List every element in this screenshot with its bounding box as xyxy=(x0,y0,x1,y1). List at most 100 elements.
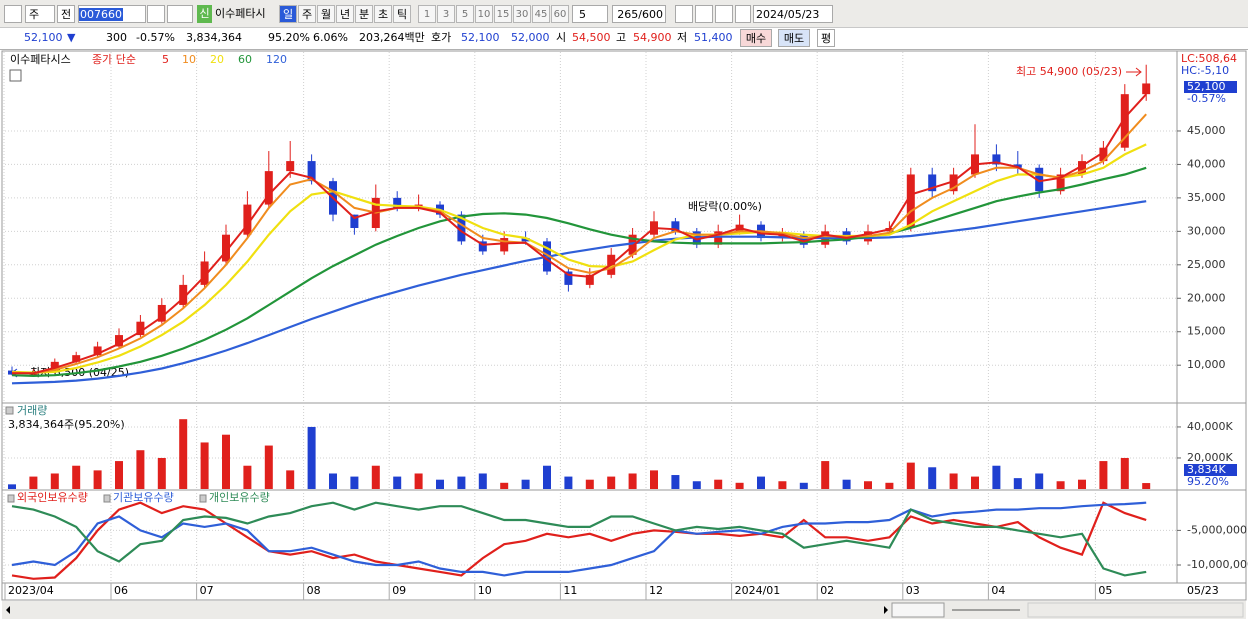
nav-buttons[interactable] xyxy=(891,602,945,618)
period-button[interactable]: 월 xyxy=(317,5,335,23)
candle-body xyxy=(500,238,509,252)
candle-body xyxy=(949,174,958,192)
volume: 3,834,364 xyxy=(186,31,242,44)
candle-body xyxy=(1035,167,1044,192)
bar xyxy=(543,465,551,489)
bar xyxy=(1078,479,1086,489)
period-button[interactable]: 년 xyxy=(336,5,354,23)
line xyxy=(11,501,1147,580)
interval-button[interactable]: 10 xyxy=(475,5,493,23)
candle-body xyxy=(564,271,573,285)
bar xyxy=(949,473,958,489)
period-button[interactable]: 분 xyxy=(355,5,373,23)
avg-button[interactable]: 평 xyxy=(817,29,835,47)
line xyxy=(11,143,1147,374)
high-note: 최고 54,900 (05/23) xyxy=(1016,65,1122,78)
x-tick-label: 09 xyxy=(392,584,406,597)
menu-icon[interactable] xyxy=(4,5,22,23)
interval-button[interactable]: 3 xyxy=(437,5,455,23)
price-subtitle: 종가 단순 xyxy=(92,53,136,66)
candle-body xyxy=(286,161,295,172)
interval-button[interactable]: 45 xyxy=(532,5,550,23)
high: 54,900 xyxy=(633,31,672,44)
period-button[interactable]: 일 xyxy=(279,5,297,23)
volume-ratio: 95.20% xyxy=(268,31,310,44)
code-box[interactable]: 007660 xyxy=(78,5,146,23)
low-label: 저 xyxy=(677,31,688,44)
bar xyxy=(286,470,295,489)
candle-icon[interactable] xyxy=(675,5,693,23)
search-button[interactable] xyxy=(147,5,165,23)
current-price-box xyxy=(1184,81,1237,93)
bar xyxy=(500,482,509,489)
candle-body xyxy=(628,234,637,255)
candle-body xyxy=(457,214,466,242)
period-button[interactable]: 틱 xyxy=(393,5,411,23)
bar xyxy=(628,473,637,489)
unit-select[interactable]: 5 xyxy=(572,5,608,23)
save-icon[interactable] xyxy=(715,5,733,23)
legend-icon xyxy=(7,494,15,503)
legend-icon xyxy=(199,494,207,503)
line xyxy=(11,501,1147,577)
settings-icon[interactable] xyxy=(735,5,751,23)
bar xyxy=(842,479,851,489)
bar xyxy=(1013,478,1022,489)
interval-button[interactable]: 1 xyxy=(418,5,436,23)
x-tick-label: 05 xyxy=(1098,584,1112,597)
direction: ▼ xyxy=(67,31,76,44)
bar xyxy=(1056,481,1065,489)
panel-icon[interactable] xyxy=(9,69,22,82)
count: 265 xyxy=(617,8,639,21)
y-tick-label: 20,000 xyxy=(1187,291,1226,304)
bar xyxy=(1035,473,1044,489)
y-tick-label: 45,000 xyxy=(1187,124,1226,137)
interval-button[interactable]: 5 xyxy=(456,5,474,23)
buy-button[interactable]: 매수 xyxy=(740,29,772,47)
sell-button[interactable]: 매도 xyxy=(778,29,810,47)
candle-body xyxy=(179,284,188,305)
bar xyxy=(50,473,59,489)
bar xyxy=(8,484,16,489)
interval-button[interactable]: 30 xyxy=(513,5,531,23)
count-box[interactable]: 265/600 xyxy=(612,5,666,23)
x-tick-label: 08 xyxy=(307,584,321,597)
open: 54,500 xyxy=(572,31,611,44)
code-input[interactable]: 007660 xyxy=(79,8,123,21)
candle-body xyxy=(350,214,359,229)
prev-button[interactable]: 전 xyxy=(57,5,75,23)
candle-body xyxy=(714,231,723,245)
interval-button[interactable]: 60 xyxy=(551,5,569,23)
bar xyxy=(1142,483,1151,489)
new-badge: 신 xyxy=(197,5,212,23)
bar xyxy=(72,465,81,489)
tool-icons[interactable] xyxy=(1027,602,1244,618)
current-price-label: 52,100 xyxy=(1187,80,1226,93)
market-select[interactable]: 주 xyxy=(25,5,55,23)
amount: 203,264백만 xyxy=(359,31,425,44)
high-label: 고 xyxy=(616,31,627,44)
bar xyxy=(992,465,1001,489)
bar xyxy=(93,470,102,489)
bar xyxy=(179,419,188,489)
bar xyxy=(885,482,894,489)
interval-button[interactable]: 15 xyxy=(494,5,512,23)
bar xyxy=(671,475,680,489)
tool-icon[interactable] xyxy=(695,5,713,23)
date-box[interactable]: 2024/05/23 xyxy=(753,5,833,23)
bar xyxy=(799,482,808,489)
hc-label: HC:-5,10 xyxy=(1181,64,1229,77)
sound-button[interactable] xyxy=(167,5,193,23)
bar xyxy=(350,476,359,489)
period-button[interactable]: 초 xyxy=(374,5,392,23)
scrollbar[interactable] xyxy=(2,601,1246,619)
quote-bar: 52,100 ▼ 300 -0.57% 3,834,364 95.20% 6.0… xyxy=(0,28,1248,50)
bar xyxy=(243,465,252,489)
y-tick-label: 35,000 xyxy=(1187,191,1226,204)
candle-body xyxy=(992,154,1001,165)
candle-body xyxy=(264,171,273,205)
line xyxy=(11,200,1147,385)
bar xyxy=(1120,457,1129,489)
period-button[interactable]: 주 xyxy=(298,5,316,23)
bar xyxy=(157,457,166,489)
